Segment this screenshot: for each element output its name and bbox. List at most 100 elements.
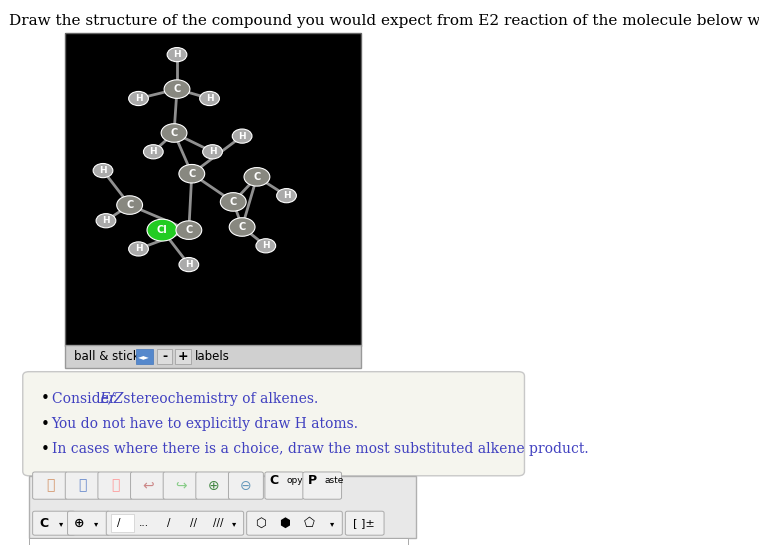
Text: ▾: ▾ <box>93 519 98 528</box>
FancyBboxPatch shape <box>29 538 408 545</box>
Circle shape <box>161 124 187 142</box>
FancyBboxPatch shape <box>29 476 416 538</box>
FancyBboxPatch shape <box>265 472 304 499</box>
FancyBboxPatch shape <box>106 511 244 535</box>
Text: C: C <box>188 169 195 179</box>
Circle shape <box>179 258 199 271</box>
Text: H: H <box>262 241 269 250</box>
Text: H: H <box>134 244 143 253</box>
Text: ⊕: ⊕ <box>207 479 219 493</box>
Text: H: H <box>185 260 193 269</box>
Text: /: / <box>117 518 120 528</box>
Text: Consider: Consider <box>52 392 120 406</box>
Text: H: H <box>282 191 291 200</box>
Text: H: H <box>238 131 246 141</box>
Text: ball & stick: ball & stick <box>74 350 139 363</box>
FancyBboxPatch shape <box>196 472 231 499</box>
Text: H: H <box>134 94 143 103</box>
Text: C: C <box>126 200 134 210</box>
Text: H: H <box>206 94 213 103</box>
Circle shape <box>276 189 296 203</box>
Text: 📌: 📌 <box>111 479 120 493</box>
Text: ⬡: ⬡ <box>255 517 266 530</box>
Circle shape <box>203 144 222 159</box>
FancyBboxPatch shape <box>175 349 191 364</box>
Circle shape <box>167 47 187 62</box>
Text: H: H <box>102 216 110 225</box>
Text: 🖐: 🖐 <box>46 479 55 493</box>
FancyBboxPatch shape <box>65 345 361 368</box>
Text: aste: aste <box>324 476 344 485</box>
FancyBboxPatch shape <box>157 349 172 364</box>
Circle shape <box>179 165 205 183</box>
Text: C: C <box>171 128 178 138</box>
Text: •: • <box>41 391 50 407</box>
Text: ▾: ▾ <box>231 519 236 528</box>
Circle shape <box>96 214 116 228</box>
Text: C: C <box>238 222 246 232</box>
Text: C: C <box>254 172 260 182</box>
Text: [ ]±: [ ]± <box>354 518 375 528</box>
Text: 🧪: 🧪 <box>78 479 87 493</box>
Text: You do not have to explicitly draw H atoms.: You do not have to explicitly draw H ato… <box>52 417 358 431</box>
FancyBboxPatch shape <box>65 33 361 346</box>
Text: ⊕: ⊕ <box>74 517 84 530</box>
Circle shape <box>256 239 276 253</box>
Text: •: • <box>41 441 50 457</box>
Circle shape <box>200 92 219 106</box>
Text: ⬢: ⬢ <box>279 517 290 530</box>
Text: C: C <box>185 225 193 235</box>
Text: ▾: ▾ <box>58 519 63 528</box>
Text: opy: opy <box>286 476 303 485</box>
Text: C: C <box>173 84 181 94</box>
Text: ↩: ↩ <box>142 479 154 493</box>
Text: labels: labels <box>195 350 230 363</box>
Text: •: • <box>41 416 50 432</box>
Text: In cases where there is a choice, draw the most substituted alkene product.: In cases where there is a choice, draw t… <box>52 442 588 456</box>
Text: ↪: ↪ <box>175 479 187 493</box>
Circle shape <box>117 196 143 214</box>
Circle shape <box>143 144 163 159</box>
Text: E/Z: E/Z <box>99 392 124 406</box>
FancyBboxPatch shape <box>65 472 100 499</box>
Text: +: + <box>178 350 188 363</box>
FancyBboxPatch shape <box>136 349 153 364</box>
Text: //: // <box>190 518 197 528</box>
FancyBboxPatch shape <box>33 511 75 535</box>
Text: ///: /// <box>213 518 224 528</box>
Text: ◄►: ◄► <box>138 352 150 361</box>
Text: ...: ... <box>138 518 149 528</box>
FancyBboxPatch shape <box>98 472 133 499</box>
Text: ⬠: ⬠ <box>304 517 314 530</box>
FancyBboxPatch shape <box>23 372 524 476</box>
Text: -: - <box>162 350 167 363</box>
FancyBboxPatch shape <box>345 511 384 535</box>
Circle shape <box>220 193 246 211</box>
Circle shape <box>129 242 148 256</box>
Circle shape <box>176 221 202 239</box>
Circle shape <box>164 80 190 99</box>
Text: H: H <box>209 147 216 156</box>
Circle shape <box>229 218 255 237</box>
FancyBboxPatch shape <box>303 472 342 499</box>
FancyBboxPatch shape <box>33 472 68 499</box>
Text: ▾: ▾ <box>330 519 335 528</box>
Text: Cl: Cl <box>157 225 168 235</box>
Text: P: P <box>307 474 317 487</box>
Circle shape <box>129 92 148 106</box>
FancyBboxPatch shape <box>68 511 110 535</box>
Text: stereochemistry of alkenes.: stereochemistry of alkenes. <box>119 392 319 406</box>
Circle shape <box>147 219 178 241</box>
Circle shape <box>232 129 252 143</box>
FancyBboxPatch shape <box>163 472 198 499</box>
FancyBboxPatch shape <box>131 472 165 499</box>
Text: /: / <box>167 518 170 528</box>
Text: ⊖: ⊖ <box>240 479 252 493</box>
FancyBboxPatch shape <box>228 472 263 499</box>
Text: C: C <box>230 197 237 207</box>
FancyBboxPatch shape <box>247 511 342 535</box>
Text: C: C <box>269 474 279 487</box>
Text: Draw the structure of the compound you would expect from E2 reaction of the mole: Draw the structure of the compound you w… <box>9 14 759 28</box>
Circle shape <box>244 168 270 186</box>
Text: C: C <box>39 517 49 530</box>
